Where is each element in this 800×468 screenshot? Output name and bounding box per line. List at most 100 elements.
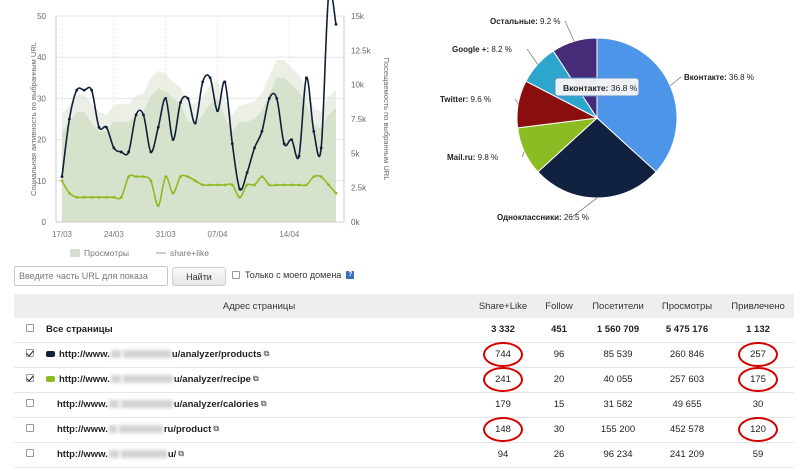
- page-url-link[interactable]: http://www. u/analyzer/calories: [57, 399, 259, 410]
- pie-slice-name: Остальные:: [490, 17, 538, 26]
- redacted-domain: [110, 350, 121, 359]
- data-point: [90, 195, 94, 199]
- row-checkbox[interactable]: [26, 399, 34, 407]
- data-point: [171, 138, 175, 142]
- table-row[interactable]: http://www. u/analyzer/calories ⧉ 179 15 31 5…: [14, 392, 794, 417]
- legend-label-share-like: share+like: [170, 248, 209, 258]
- views-value: 260 846: [669, 349, 705, 360]
- redacted-domain: [108, 400, 119, 409]
- data-point: [297, 154, 301, 158]
- series-color-swatch: [46, 351, 55, 358]
- data-point: [208, 183, 212, 187]
- column-header-url[interactable]: Адрес страницы: [222, 300, 296, 312]
- table-row[interactable]: http://www. u/⧉ 94 26 96 234 241 209 59: [14, 442, 794, 467]
- data-point: [164, 97, 168, 100]
- y-right-tick-label: 2.5k: [351, 184, 367, 193]
- data-point: [90, 88, 94, 92]
- page-url-link[interactable]: http://www. u/: [57, 449, 176, 460]
- data-point: [223, 80, 227, 84]
- external-link-icon[interactable]: ⧉: [252, 374, 259, 384]
- follow-value: 30: [553, 424, 565, 435]
- column-header-views[interactable]: Просмотры: [661, 300, 713, 312]
- pie-slice-percent: 9.6 %: [468, 95, 491, 104]
- column-header-follow[interactable]: Follow: [545, 300, 573, 312]
- data-point: [319, 146, 323, 150]
- views-value: 5 475 176: [665, 324, 709, 336]
- external-link-icon[interactable]: ⧉: [263, 349, 270, 359]
- y-left-tick-label: 30: [37, 94, 46, 103]
- data-point: [238, 195, 242, 199]
- share-like-value: 94: [497, 449, 509, 460]
- visitors-value: 31 582: [603, 399, 633, 410]
- pie-tooltip-box: [554, 77, 640, 97]
- url-prefix: http://www.: [59, 349, 110, 360]
- table-row[interactable]: http://www. u/analyzer/recipe ⧉ 241 20 40 055…: [14, 367, 794, 392]
- pie-slice-label: Mail.ru: 9.8 %: [447, 153, 498, 162]
- data-point: [156, 204, 160, 207]
- data-point: [245, 171, 249, 174]
- pie-slice-name: Google +:: [452, 45, 489, 54]
- line-series-share-like: [61, 0, 337, 191]
- data-point: [179, 175, 182, 179]
- data-point: [245, 183, 249, 187]
- table-header-row: Адрес страницы Share+Like Follow Посетит…: [14, 294, 794, 318]
- external-link-icon[interactable]: ⧉: [178, 449, 185, 459]
- all-pages-label[interactable]: Все страницы: [46, 324, 113, 336]
- table-row[interactable]: http://www. u/analyzer/products ⧉ 744 96 85 5…: [14, 342, 794, 367]
- url-search-input[interactable]: [14, 266, 168, 286]
- data-point: [149, 150, 153, 154]
- column-header-visitors[interactable]: Посетители: [592, 300, 644, 312]
- data-point: [297, 183, 301, 187]
- url-prefix: http://www.: [57, 399, 108, 410]
- external-link-icon[interactable]: ⧉: [213, 424, 220, 434]
- data-point: [119, 195, 123, 199]
- external-link-icon[interactable]: ⧉: [260, 399, 267, 409]
- page-url-cell: http://www. u/⧉: [46, 442, 472, 467]
- row-checkbox[interactable]: [26, 424, 34, 432]
- data-point: [134, 113, 138, 117]
- row-checkbox[interactable]: [26, 449, 34, 457]
- visitors-value: 96 234: [603, 449, 633, 460]
- pie-slice-percent: 9.2 %: [538, 17, 561, 26]
- attracted-value: 59: [752, 449, 764, 460]
- share-like-value-highlighted: 241: [483, 367, 523, 392]
- data-point: [68, 117, 71, 121]
- table-row[interactable]: http://www. ru/product ⧉ 148 30 155 200 452 57…: [14, 417, 794, 442]
- data-point: [312, 175, 316, 179]
- filter-controls: Найти Только с моего домена ?: [14, 266, 794, 288]
- column-header-attracted[interactable]: Привлечено: [731, 300, 785, 312]
- column-header-share-like[interactable]: Share+Like: [478, 300, 528, 312]
- views-value: 452 578: [669, 424, 705, 435]
- table-row-all-pages[interactable]: Все страницы 3 332 451 1 560 709 5 475 1…: [14, 318, 794, 342]
- row-checkbox[interactable]: [26, 374, 34, 382]
- data-point: [319, 175, 323, 179]
- data-point: [156, 125, 160, 129]
- pie-slice-percent: 26.5 %: [562, 213, 589, 222]
- data-point: [216, 109, 219, 113]
- pie-label-connector: [669, 76, 682, 86]
- page-url-link[interactable]: http://www. ru/product: [57, 424, 211, 435]
- only-domain-checkbox[interactable]: [232, 271, 240, 279]
- data-point: [253, 183, 256, 187]
- y-right-tick-label: 5k: [351, 149, 360, 158]
- redacted-domain: [108, 425, 117, 434]
- help-icon[interactable]: ?: [346, 271, 355, 279]
- y-left-tick-label: 50: [37, 12, 46, 21]
- pie-chart-svg: Вконтакте: 36.8 % Одноклассники: 26.5 % Ma…: [440, 17, 754, 222]
- page-url-link[interactable]: http://www. u/analyzer/products: [59, 349, 262, 360]
- page-url-link[interactable]: http://www. u/analyzer/recipe: [59, 374, 251, 385]
- data-point: [334, 191, 338, 195]
- find-button[interactable]: Найти: [172, 267, 226, 286]
- data-point: [282, 183, 286, 187]
- y-left-tick-label: 20: [37, 136, 46, 145]
- row-checkbox[interactable]: [26, 349, 34, 357]
- x-tick-label: 17/03: [52, 230, 73, 239]
- data-point: [97, 195, 101, 199]
- data-point: [142, 113, 145, 117]
- select-column-header: [14, 294, 46, 318]
- data-point: [304, 183, 308, 187]
- row-checkbox[interactable]: [26, 324, 34, 333]
- visitors-value: 155 200: [600, 424, 636, 435]
- pie-slice-label: Google +: 8.2 %: [452, 45, 512, 54]
- data-point: [208, 76, 212, 80]
